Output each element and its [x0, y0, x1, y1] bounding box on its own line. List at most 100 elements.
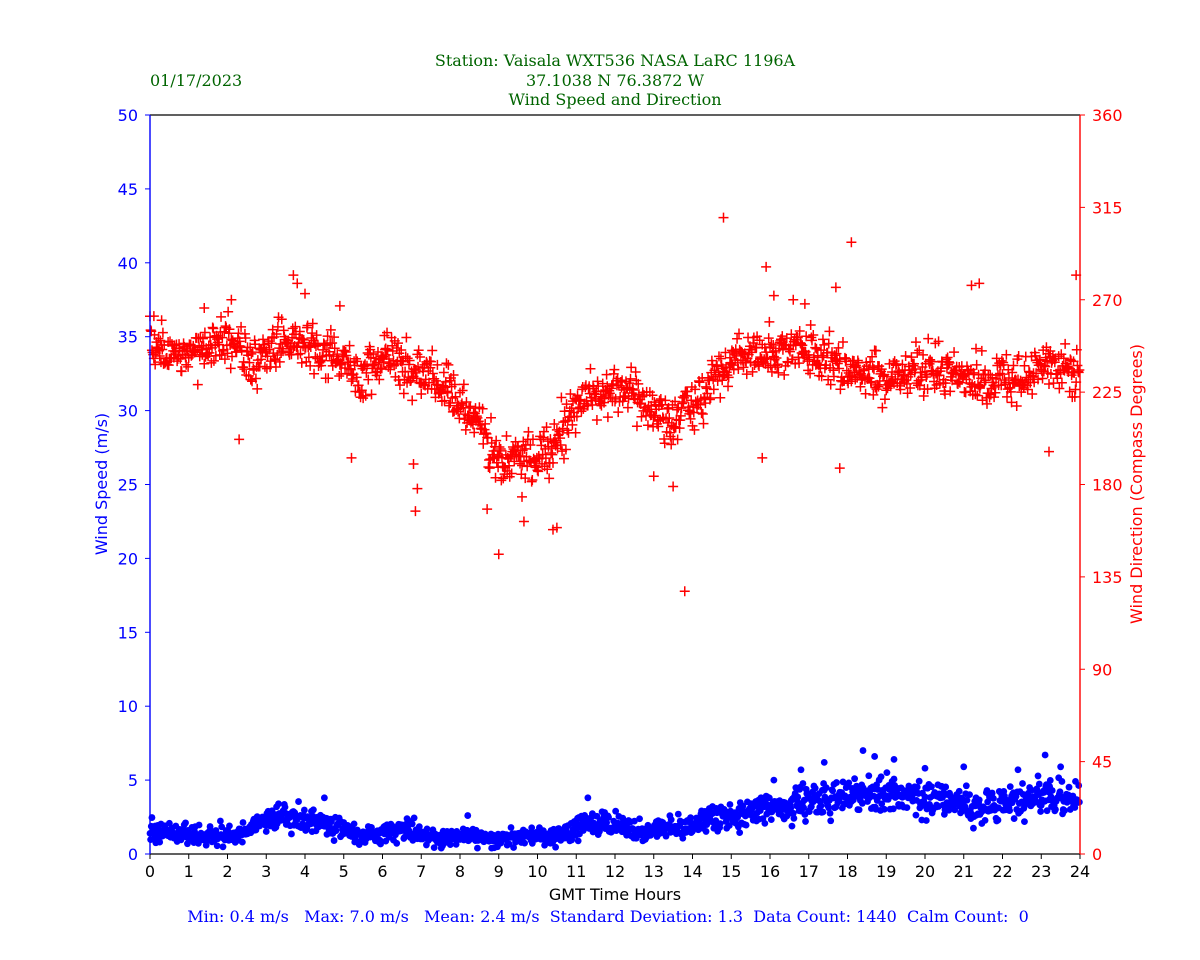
direction-point: [777, 331, 788, 342]
speed-point: [593, 812, 601, 820]
direction-point: [689, 424, 700, 435]
speed-point: [981, 817, 989, 824]
speed-point: [913, 783, 921, 791]
direction-point: [722, 370, 733, 381]
direction-point: [256, 354, 267, 365]
direction-point: [157, 327, 168, 338]
direction-point: [334, 371, 345, 382]
direction-point: [1001, 349, 1012, 360]
speed-point: [903, 804, 911, 812]
speed-point: [767, 816, 775, 824]
direction-point: [360, 390, 371, 401]
speed-point: [960, 763, 968, 771]
direction-point: [982, 398, 992, 409]
x-tick-label: 1: [184, 862, 194, 881]
direction-point: [234, 434, 245, 445]
direction-point: [727, 360, 738, 371]
direction-point: [250, 373, 261, 384]
direction-point: [668, 481, 679, 492]
direction-point: [1007, 367, 1018, 378]
direction-point: [846, 237, 857, 248]
y-right-tick-label: 180: [1092, 476, 1123, 495]
title-station: Station: Vaisala WXT536 NASA LaRC 1196A: [435, 51, 796, 70]
direction-point: [662, 403, 673, 414]
x-tick-label: 8: [455, 862, 465, 881]
direction-point: [407, 395, 418, 406]
speed-point: [464, 812, 472, 819]
direction-point: [585, 363, 596, 374]
x-tick-label: 24: [1070, 862, 1090, 881]
direction-point: [697, 408, 708, 419]
speed-point: [330, 837, 338, 844]
speed-point: [961, 803, 969, 811]
direction-point: [1027, 389, 1038, 400]
direction-point: [376, 363, 387, 374]
direction-point: [525, 439, 536, 450]
speed-point: [859, 747, 867, 754]
direction-point: [1033, 374, 1044, 385]
x-tick-label: 14: [682, 862, 702, 881]
direction-point: [449, 379, 460, 390]
direction-point: [477, 403, 488, 414]
speed-point: [966, 791, 973, 799]
direction-point: [502, 465, 513, 476]
speed-point: [915, 777, 923, 785]
x-tick-label: 6: [377, 862, 387, 881]
speed-point: [822, 784, 830, 792]
speed-point: [975, 796, 983, 804]
direction-point: [910, 363, 921, 374]
direction-point: [940, 389, 951, 400]
direction-point: [954, 377, 965, 388]
direction-point: [327, 338, 338, 349]
speed-point: [393, 839, 401, 847]
direction-point: [1044, 379, 1054, 390]
speed-point: [826, 809, 834, 817]
direction-point: [998, 359, 1009, 370]
y-left-tick-label: 10: [118, 697, 138, 716]
axes: 0 1 2 3 4 5 6 7 8 9 10 11 12 13 14 15 16 17 18 19 20 21 22 23 24…: [118, 106, 1123, 881]
speed-point: [739, 802, 747, 810]
speed-point: [667, 816, 675, 824]
direction-point: [276, 314, 287, 325]
direction-point: [224, 324, 235, 335]
speed-point: [765, 794, 773, 802]
direction-point: [548, 457, 558, 468]
direction-point: [897, 359, 908, 370]
direction-point: [515, 451, 526, 462]
speed-point: [612, 807, 620, 815]
direction-point: [763, 333, 774, 344]
direction-point: [653, 421, 664, 432]
direction-point: [153, 333, 164, 344]
speed-point: [970, 824, 977, 832]
y-right-tick-label: 270: [1092, 291, 1123, 310]
direction-point: [708, 384, 719, 395]
speed-point: [789, 809, 797, 817]
direction-point: [482, 432, 493, 443]
speed-point: [921, 764, 929, 772]
direction-point: [506, 468, 517, 479]
speed-point: [288, 830, 295, 838]
direction-point: [410, 506, 421, 517]
speed-point: [239, 819, 247, 826]
direction-point: [571, 411, 582, 422]
direction-point: [556, 392, 567, 403]
speed-point: [942, 783, 950, 791]
direction-point: [971, 343, 982, 354]
speed-point: [1021, 818, 1028, 826]
direction-point: [533, 466, 544, 477]
direction-point: [817, 352, 828, 363]
speed-point: [890, 756, 898, 763]
direction-point: [723, 372, 734, 383]
y-left-tick-label: 5: [128, 771, 138, 790]
direction-point: [288, 270, 299, 281]
direction-point: [824, 326, 835, 337]
speed-point: [829, 787, 837, 795]
speed-point: [218, 823, 226, 831]
direction-point: [902, 388, 913, 399]
direction-point: [845, 369, 856, 380]
speed-point: [1037, 808, 1045, 815]
direction-point: [591, 414, 602, 425]
direction-point: [672, 434, 683, 445]
direction-point: [1006, 397, 1017, 408]
direction-point: [900, 350, 911, 361]
